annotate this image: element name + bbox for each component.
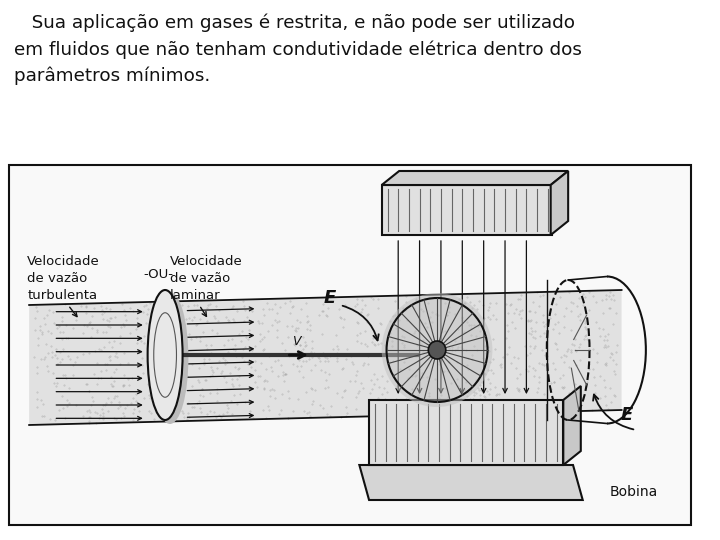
Text: E: E <box>324 289 336 307</box>
Polygon shape <box>382 171 568 185</box>
Circle shape <box>428 341 446 359</box>
Text: Sua aplicação em gases é restrita, e não pode ser utilizado
em fluidos que não t: Sua aplicação em gases é restrita, e não… <box>14 14 582 85</box>
Text: Bobina: Bobina <box>610 485 658 499</box>
Circle shape <box>382 293 492 407</box>
Bar <box>369 400 563 465</box>
Text: Velocidade
de vazão
turbulenta: Velocidade de vazão turbulenta <box>27 255 100 302</box>
Bar <box>9 165 690 525</box>
Text: -OU-: -OU- <box>144 268 174 281</box>
Polygon shape <box>551 171 568 235</box>
Polygon shape <box>359 465 582 500</box>
Polygon shape <box>563 386 581 465</box>
Text: E: E <box>621 406 633 424</box>
Ellipse shape <box>151 292 189 424</box>
Text: V: V <box>292 335 300 348</box>
Polygon shape <box>29 290 621 425</box>
Ellipse shape <box>148 290 183 420</box>
Bar <box>382 185 552 235</box>
Text: Velocidade
de vazão
laminar: Velocidade de vazão laminar <box>170 255 243 302</box>
